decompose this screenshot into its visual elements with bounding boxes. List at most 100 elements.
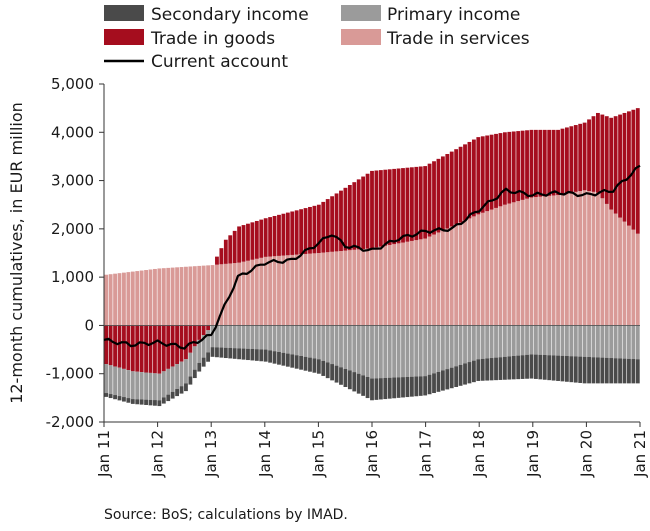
bar-primary-income xyxy=(520,325,525,356)
bar-trade-in-goods xyxy=(144,325,148,373)
bar-primary-income xyxy=(268,325,273,351)
x-tick-label: Jan 18 xyxy=(470,430,488,478)
bar-secondary-income xyxy=(232,348,237,359)
bar-trade-in-services xyxy=(232,263,237,326)
y-axis-ticks: -2,000 -1,000 0 1,000 2,000 3,000 4,000 5,000 xyxy=(46,75,104,431)
bar-trade-in-services xyxy=(600,198,605,326)
bar-secondary-income xyxy=(192,369,197,379)
bar-secondary-income xyxy=(285,353,290,367)
legend-item-trade-in-services: Trade in services xyxy=(341,29,530,49)
bar-secondary-income xyxy=(609,358,614,384)
bar-trade-in-goods xyxy=(303,208,308,254)
bar-trade-in-goods xyxy=(596,112,600,193)
bar-primary-income xyxy=(316,325,321,360)
y-axis-title: 12-month cumulatives, in EUR million xyxy=(7,102,26,404)
bar-primary-income xyxy=(529,325,534,355)
bar-secondary-income xyxy=(627,358,631,384)
bar-secondary-income xyxy=(392,377,397,399)
bar-trade-in-services xyxy=(135,271,140,326)
bar-primary-income xyxy=(339,325,343,368)
bar-secondary-income xyxy=(401,377,405,398)
bar-secondary-income xyxy=(250,348,255,361)
bar-trade-in-goods xyxy=(454,149,459,225)
y-tick-label: 5,000 xyxy=(51,75,94,93)
bar-trade-in-goods xyxy=(551,129,556,196)
bar-primary-income xyxy=(564,325,569,357)
bar-secondary-income xyxy=(498,357,503,380)
y-tick-label: 0 xyxy=(84,316,94,334)
bar-primary-income xyxy=(569,325,574,357)
bar-primary-income xyxy=(370,325,374,379)
bar-secondary-income xyxy=(440,370,445,391)
bar-secondary-income xyxy=(502,356,507,380)
bar-trade-in-goods xyxy=(157,325,162,374)
bar-primary-income xyxy=(197,339,202,363)
bar-trade-in-goods xyxy=(228,235,233,264)
bar-primary-income xyxy=(148,372,153,400)
legend-swatch-trade-in-services xyxy=(341,29,381,45)
bar-secondary-income xyxy=(374,378,379,400)
bar-trade-in-goods xyxy=(277,214,281,256)
bar-primary-income xyxy=(445,325,450,370)
bar-primary-income xyxy=(259,325,264,350)
bar-trade-in-goods xyxy=(130,325,135,372)
bar-trade-in-services xyxy=(201,265,206,326)
bar-trade-in-goods xyxy=(263,218,268,257)
bar-secondary-income xyxy=(210,347,215,357)
bar-primary-income xyxy=(201,335,206,358)
bar-primary-income xyxy=(241,325,246,349)
bar-primary-income xyxy=(126,370,131,399)
bar-primary-income xyxy=(631,325,636,360)
bar-trade-in-services xyxy=(272,256,277,326)
bar-trade-in-services xyxy=(299,254,304,326)
bar-primary-income xyxy=(618,325,622,359)
bar-trade-in-goods xyxy=(246,223,250,261)
bar-secondary-income xyxy=(254,349,259,361)
bar-trade-in-goods xyxy=(489,134,494,210)
bar-primary-income xyxy=(454,325,459,367)
bar-trade-in-goods xyxy=(547,129,552,196)
bar-trade-in-services xyxy=(290,254,295,326)
bar-primary-income xyxy=(272,325,277,352)
bar-trade-in-goods xyxy=(272,215,277,257)
bar-trade-in-services xyxy=(325,252,330,326)
bar-trade-in-services xyxy=(343,250,348,326)
bar-trade-in-goods xyxy=(427,163,432,237)
bar-trade-in-services xyxy=(122,272,126,326)
legend-item-secondary-income: Secondary income xyxy=(104,5,309,25)
bar-primary-income xyxy=(117,367,122,397)
bar-secondary-income xyxy=(157,400,162,407)
bar-trade-in-goods xyxy=(250,222,255,260)
bar-primary-income xyxy=(210,325,215,348)
bar-secondary-income xyxy=(144,399,148,405)
bar-primary-income xyxy=(463,325,467,364)
bar-primary-income xyxy=(223,325,228,348)
bar-trade-in-services xyxy=(631,229,636,326)
bar-trade-in-services xyxy=(507,203,512,326)
bar-trade-in-services xyxy=(387,244,392,326)
bar-secondary-income xyxy=(334,365,339,383)
bar-secondary-income xyxy=(179,386,184,394)
bar-trade-in-goods xyxy=(538,129,543,197)
bar-trade-in-services xyxy=(206,265,211,326)
x-tick-label: Jan 11 xyxy=(95,430,113,478)
bar-trade-in-services xyxy=(144,270,148,326)
bar-trade-in-goods xyxy=(556,129,560,196)
bar-primary-income xyxy=(192,346,197,370)
bar-primary-income xyxy=(525,325,529,355)
bar-secondary-income xyxy=(321,360,326,376)
bar-primary-income xyxy=(600,325,605,358)
bar-secondary-income xyxy=(378,378,383,400)
bar-secondary-income xyxy=(427,374,432,395)
legend-label-secondary-income: Secondary income xyxy=(151,5,309,25)
bar-primary-income xyxy=(516,325,521,356)
bar-secondary-income xyxy=(303,356,308,371)
bar-trade-in-goods xyxy=(418,166,423,240)
bar-primary-income xyxy=(507,325,512,357)
bar-primary-income xyxy=(232,325,237,349)
bar-secondary-income xyxy=(113,395,117,400)
bar-trade-in-services xyxy=(418,239,423,326)
bar-trade-in-services xyxy=(130,271,135,326)
bar-trade-in-services xyxy=(316,253,321,326)
legend: Secondary income Primary income Trade in… xyxy=(104,5,530,72)
